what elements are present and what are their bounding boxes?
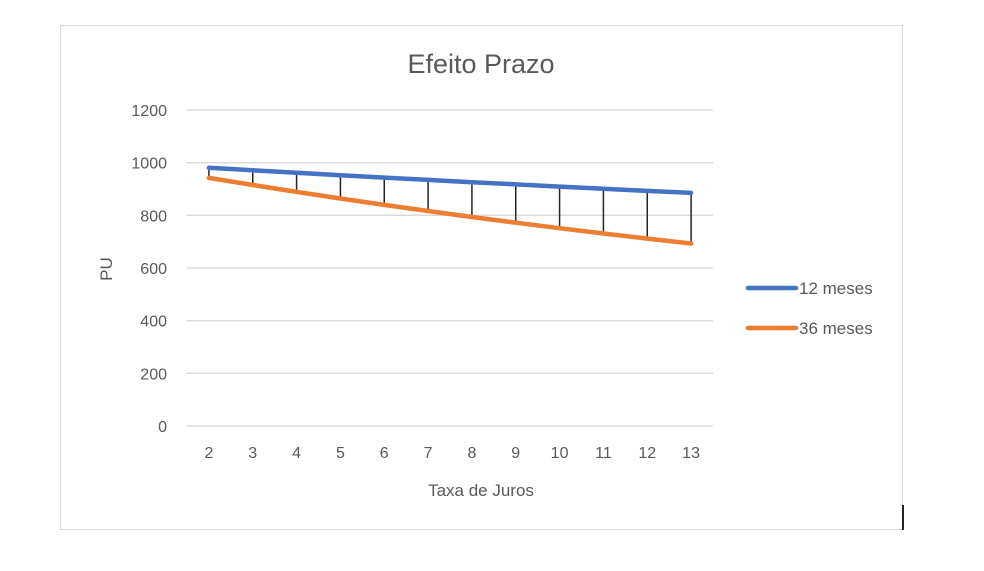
x-tick-label: 12 bbox=[638, 445, 656, 462]
chart-area[interactable] bbox=[60, 25, 903, 530]
legend-label: 12 meses bbox=[799, 279, 873, 298]
y-axis-ticks: 0 200 400 600 800 1000 1200 bbox=[131, 103, 167, 436]
y-tick-label: 1000 bbox=[131, 156, 167, 173]
y-tick-label: 1200 bbox=[131, 103, 167, 120]
x-tick-label: 13 bbox=[682, 445, 700, 462]
chart-title: Efeito Prazo bbox=[407, 49, 554, 79]
x-tick-label: 2 bbox=[204, 445, 213, 462]
y-tick-label: 400 bbox=[140, 314, 167, 331]
x-tick-label: 6 bbox=[380, 445, 389, 462]
x-axis-ticks: 2 3 4 5 6 7 8 9 10 11 12 13 bbox=[204, 445, 700, 462]
y-tick-label: 200 bbox=[140, 366, 167, 383]
x-tick-label: 8 bbox=[467, 445, 476, 462]
legend-label: 36 meses bbox=[799, 319, 873, 338]
y-axis-title: PU bbox=[97, 257, 116, 281]
x-tick-label: 4 bbox=[292, 445, 301, 462]
series-lines bbox=[206, 165, 694, 246]
y-tick-label: 0 bbox=[158, 419, 167, 436]
x-tick-label: 7 bbox=[424, 445, 433, 462]
series-line bbox=[206, 175, 694, 246]
y-tick-label: 800 bbox=[140, 208, 167, 225]
x-tick-label: 3 bbox=[248, 445, 257, 462]
x-tick-label: 9 bbox=[511, 445, 520, 462]
legend: 12 meses 36 meses bbox=[745, 279, 873, 338]
x-tick-label: 11 bbox=[595, 445, 612, 462]
y-tick-label: 600 bbox=[140, 261, 167, 278]
x-tick-label: 5 bbox=[336, 445, 345, 462]
gridlines bbox=[187, 109, 713, 427]
x-axis-title: Taxa de Juros bbox=[428, 481, 534, 500]
series-line bbox=[206, 165, 694, 196]
text-cursor bbox=[902, 505, 904, 530]
x-tick-label: 10 bbox=[551, 445, 569, 462]
